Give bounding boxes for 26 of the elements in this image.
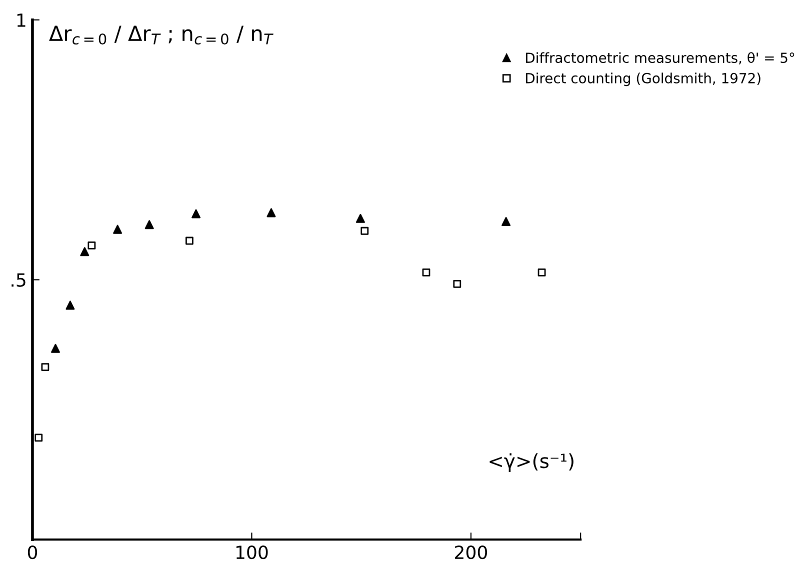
point bbox=[186, 236, 194, 245]
y-tick-label: 1 bbox=[17, 14, 26, 27]
point bbox=[88, 241, 96, 250]
point bbox=[502, 217, 511, 226]
y-axis-title: Δr$_{c=0}$ / Δr$_{T}$ ; n$_{c=0}$ / n$_{T}$ bbox=[49, 26, 274, 45]
x-tick-label: 100 bbox=[236, 545, 268, 560]
point bbox=[34, 434, 43, 442]
point bbox=[538, 268, 546, 276]
y-tick-label: .5 bbox=[12, 273, 26, 287]
x-axis-title: <γ̇>(s⁻¹) bbox=[490, 453, 574, 472]
point bbox=[192, 209, 201, 218]
point bbox=[422, 268, 430, 276]
point bbox=[144, 220, 154, 230]
point bbox=[360, 226, 369, 235]
point bbox=[453, 280, 462, 288]
point bbox=[356, 214, 365, 223]
point bbox=[51, 344, 60, 353]
x-tick-label: 200 bbox=[455, 545, 487, 560]
point bbox=[41, 363, 50, 372]
point bbox=[66, 300, 75, 310]
legend-label: Direct counting (Goldsmith, 1972) bbox=[526, 72, 760, 86]
point bbox=[266, 208, 276, 218]
point bbox=[113, 224, 122, 234]
legend-label: Diffractometric measurements, θ' = 5° bbox=[526, 52, 794, 64]
point bbox=[80, 247, 90, 256]
x-tick-label: 0 bbox=[28, 545, 38, 560]
